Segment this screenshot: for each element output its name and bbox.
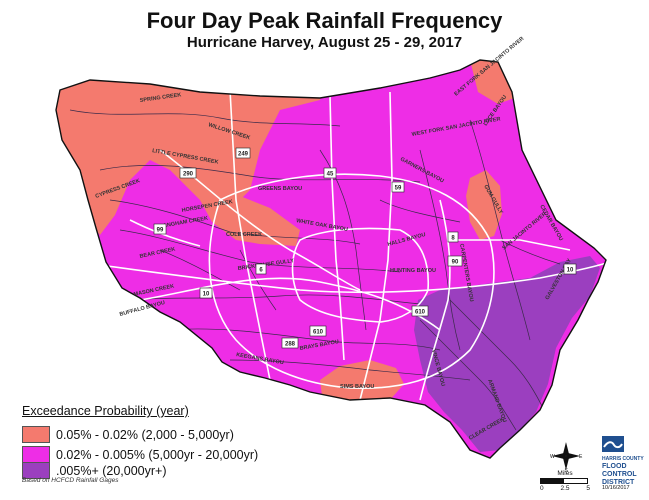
hcfcd-logo: HARRIS COUNTY FLOOD CONTROL DISTRICT — [602, 436, 644, 487]
shield-610-south: 610 — [313, 330, 324, 336]
legend-swatch-magenta — [22, 446, 50, 463]
scale-tick-2: 5 — [586, 485, 590, 492]
label-spring-creek: SPRING CREEK — [139, 92, 181, 104]
zone-purple-southeast — [414, 256, 600, 452]
shield-6: 6 — [259, 268, 263, 274]
logo-line-1: HARRIS COUNTY — [602, 456, 644, 462]
legend-label-purple: .005%+ (20,000yr+) — [56, 463, 167, 478]
logo-line-3: CONTROL — [602, 471, 637, 478]
logo-line-4: DISTRICT — [602, 479, 635, 486]
label-cole-creek: COLE CREEK — [226, 232, 262, 238]
scale-tick-1: 2.5 — [560, 485, 570, 492]
legend-item-purple: .005%+ (20,000yr+) — [22, 462, 167, 479]
label-sims: SIMS BAYOU — [340, 384, 374, 390]
shield-249: 249 — [238, 152, 249, 158]
data-source-note: Based on HCFCD Rainfall Gages — [22, 477, 119, 484]
legend-label-salmon: 0.05% - 0.02% (2,000 - 5,000yr) — [56, 427, 234, 442]
scale-bar: Miles 0 2.5 5 — [540, 470, 590, 492]
legend-title: Exceedance Probability (year) — [22, 404, 189, 418]
zone-salmon-cypress — [200, 196, 300, 246]
wave-logo-icon — [602, 436, 624, 452]
shield-290: 290 — [183, 172, 194, 178]
compass-w: W — [550, 454, 555, 460]
compass-rose-icon: N W E S — [550, 440, 583, 472]
label-hunting-bayou: HUNTING BAYOU — [390, 268, 436, 274]
shield-10-east: 10 — [567, 268, 574, 274]
compass-n: N — [565, 440, 568, 444]
shield-59: 59 — [395, 186, 402, 192]
map-subtitle: Hurricane Harvey, August 25 - 29, 2017 — [186, 34, 463, 51]
county-boundary — [55, 59, 607, 459]
bayou-streams — [69, 109, 561, 431]
label-greens-bayou: GREENS BAYOU — [258, 186, 302, 192]
legend-swatch-salmon — [22, 426, 50, 443]
compass-e: E — [579, 454, 583, 460]
legend-item-salmon: 0.05% - 0.02% (2,000 - 5,000yr) — [22, 426, 234, 443]
logo-line-2: FLOOD — [602, 463, 627, 470]
zone-salmon-east — [466, 170, 502, 240]
compass-s: S — [565, 468, 569, 472]
zone-salmon-northwest — [56, 60, 330, 235]
scale-tick-0: 0 — [540, 485, 544, 492]
scale-graphic — [540, 478, 588, 484]
legend-label-magenta: 0.02% - 0.005% (5,000yr - 20,000yr) — [56, 447, 259, 462]
map-title: Four Day Peak Rainfall Frequency — [146, 8, 503, 33]
scale-ticks: 0 2.5 5 — [540, 485, 590, 492]
shield-610: 610 — [415, 310, 426, 316]
shield-8: 8 — [451, 236, 455, 242]
shield-10: 10 — [203, 292, 210, 298]
highway-shields: 249 45 59 290 99 10 6 90 8 610 610 288 1… — [153, 147, 577, 349]
legend-item-magenta: 0.02% - 0.005% (5,000yr - 20,000yr) — [22, 446, 258, 463]
shield-90: 90 — [452, 260, 459, 266]
scale-unit: Miles — [557, 470, 573, 477]
zone-salmon-sims — [320, 360, 404, 402]
shield-99: 99 — [157, 228, 164, 234]
shield-288: 288 — [285, 342, 296, 348]
shield-45: 45 — [327, 172, 334, 178]
legend-swatch-purple — [22, 462, 50, 479]
map-date: 10/16/2017 — [602, 485, 630, 491]
